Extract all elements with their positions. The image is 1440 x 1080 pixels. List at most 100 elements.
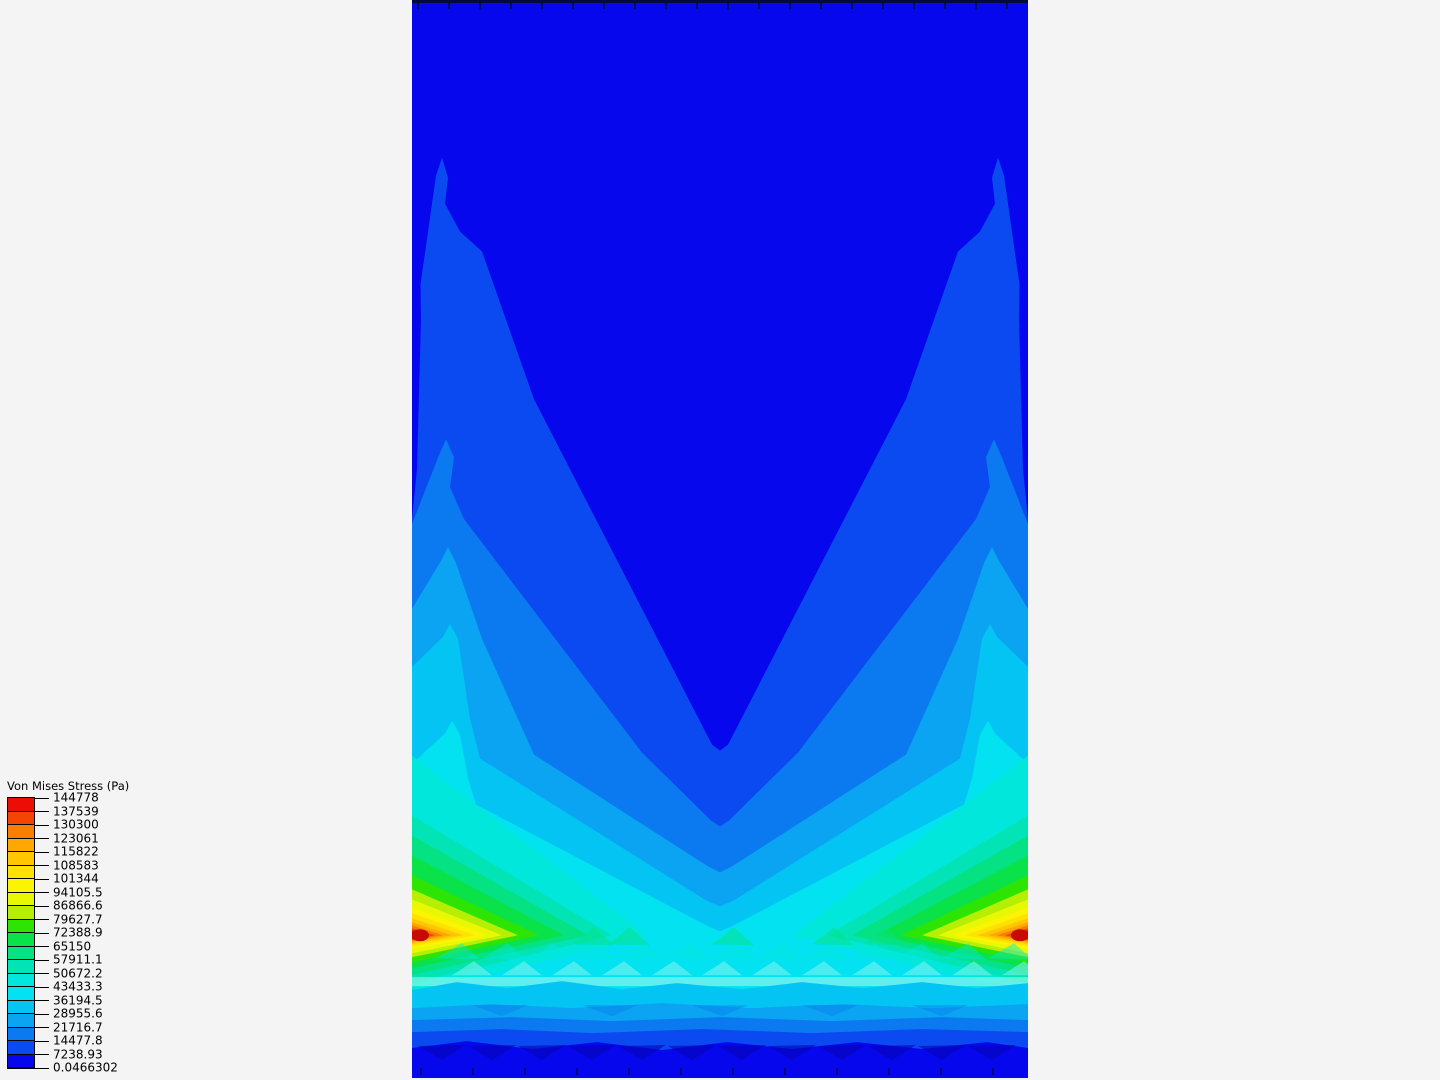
top-edge-tick <box>789 2 791 9</box>
legend-tick-label: 101344 <box>53 871 99 886</box>
legend-color-cell <box>8 906 34 920</box>
legend-color-cell <box>8 865 34 879</box>
top-edge-tick <box>882 2 884 9</box>
legend-tick-label: 43433.3 <box>53 979 103 994</box>
top-edge-tick <box>758 2 760 9</box>
legend-color-cell <box>8 946 34 960</box>
mesh-facet <box>818 1045 866 1061</box>
legend-color-cell <box>8 1000 34 1014</box>
mesh-facet <box>918 1045 966 1061</box>
mesh-facet <box>864 927 906 946</box>
legend-color-cell <box>8 960 34 974</box>
legend-tick-line <box>34 892 49 893</box>
legend-tick-line <box>34 878 49 880</box>
mesh-facet <box>752 961 792 976</box>
legend-tick-label: 115822 <box>53 844 99 859</box>
mesh-facet <box>942 943 986 960</box>
top-edge-tick <box>479 2 481 9</box>
legend-tick-label: 79627.7 <box>53 912 103 927</box>
bottom-edge-tick <box>836 1068 838 1076</box>
legend-tick-label: 28955.6 <box>53 1006 103 1021</box>
legend-tick-line <box>34 986 49 988</box>
legend-tick-line <box>34 838 49 839</box>
mesh-facet <box>768 1045 816 1061</box>
legend-color-cell <box>8 825 34 839</box>
color-legend[interactable]: Von Mises Stress (Pa) 144778 137539 130300… <box>7 779 167 1075</box>
mesh-facet <box>418 1045 466 1061</box>
legend-color-cell <box>8 1054 34 1068</box>
legend-tick-label: 14477.8 <box>53 1033 103 1048</box>
top-edge-tick <box>448 2 450 9</box>
mesh-facet <box>1002 961 1028 976</box>
mesh-facet <box>452 961 492 976</box>
mesh-facet <box>712 927 754 946</box>
legend-tick-label: 21716.7 <box>53 1020 103 1035</box>
bottom-edge-tick <box>992 1068 994 1076</box>
legend-tick-line <box>34 1067 49 1069</box>
bottom-edge-tick <box>940 1068 942 1076</box>
legend-tick-label: 123061 <box>53 831 99 846</box>
mesh-facet <box>518 1045 566 1061</box>
mesh-facet <box>712 943 756 960</box>
bottom-edge-tick <box>784 1068 786 1076</box>
legend-tick-line <box>34 905 49 907</box>
bottom-edge-tick <box>524 1068 526 1076</box>
top-edge-tick <box>541 2 543 9</box>
contour-edge-sliver-right <box>1019 157 1028 520</box>
legend-bar-wrap: 144778 137539 130300 123061 115822 108583 1013… <box>7 791 167 1075</box>
legend-color-cell <box>8 879 34 893</box>
contour-strip-b20 <box>412 1041 1028 1078</box>
legend-tick-label: 72388.9 <box>53 925 103 940</box>
mesh-facet <box>852 961 892 976</box>
legend-tick-line <box>34 811 49 812</box>
bottom-edge-tick <box>732 1068 734 1076</box>
legend-tick-line <box>34 1027 49 1028</box>
bottom-edge-tick <box>420 1068 422 1076</box>
mesh-facet <box>472 1005 528 1017</box>
mesh-facet <box>868 1045 916 1061</box>
top-edge-tick <box>417 2 419 9</box>
bottom-edge-tick <box>888 1068 890 1076</box>
legend-color-cell <box>8 1041 34 1055</box>
mesh-facet <box>968 1045 1016 1061</box>
mesh-facet <box>552 961 592 976</box>
legend-tick-line <box>34 865 49 866</box>
legend-tick-label: 130300 <box>53 817 99 832</box>
legend-color-cell <box>8 933 34 947</box>
legend-color-cell <box>8 811 34 825</box>
mesh-facet <box>812 927 854 946</box>
mesh-facet <box>582 1005 638 1017</box>
top-edge-tick <box>634 2 636 9</box>
mesh-facet <box>902 961 942 976</box>
mesh-facet <box>912 1005 968 1017</box>
legend-tick-line <box>34 1000 49 1001</box>
legend-tick-label: 7238.93 <box>53 1047 103 1062</box>
legend-tick-label: 108583 <box>53 858 99 873</box>
stress-hotspot-core <box>412 929 429 942</box>
top-edge-tick <box>603 2 605 9</box>
mesh-facet <box>692 1005 748 1017</box>
top-edge-tick <box>665 2 667 9</box>
model-top-edge-line <box>412 0 1028 3</box>
mesh-facet <box>804 943 848 960</box>
legend-tick-label: 0.0466302 <box>53 1060 118 1075</box>
legend-tick-line <box>34 959 49 961</box>
mesh-facet <box>574 943 618 960</box>
legend-color-cell <box>8 852 34 866</box>
top-edge-tick <box>975 2 977 9</box>
top-edge-tick <box>572 2 574 9</box>
legend-tick-line <box>34 1040 49 1042</box>
top-edge-tick <box>820 2 822 9</box>
mesh-facet <box>482 943 526 960</box>
mesh-facet-noise-waist <box>436 927 1028 976</box>
bottom-edge-tick <box>680 1068 682 1076</box>
legend-color-cell <box>8 973 34 987</box>
mesh-facet <box>528 943 572 960</box>
stress-contour-viewport[interactable] <box>412 0 1028 1078</box>
mesh-facet <box>602 961 642 976</box>
legend-tick-line <box>34 932 49 934</box>
mesh-facet <box>618 1045 666 1061</box>
legend-color-cell <box>8 892 34 906</box>
bottom-edge-tick <box>472 1068 474 1076</box>
model-bottom-edge-ticks <box>420 1068 994 1076</box>
